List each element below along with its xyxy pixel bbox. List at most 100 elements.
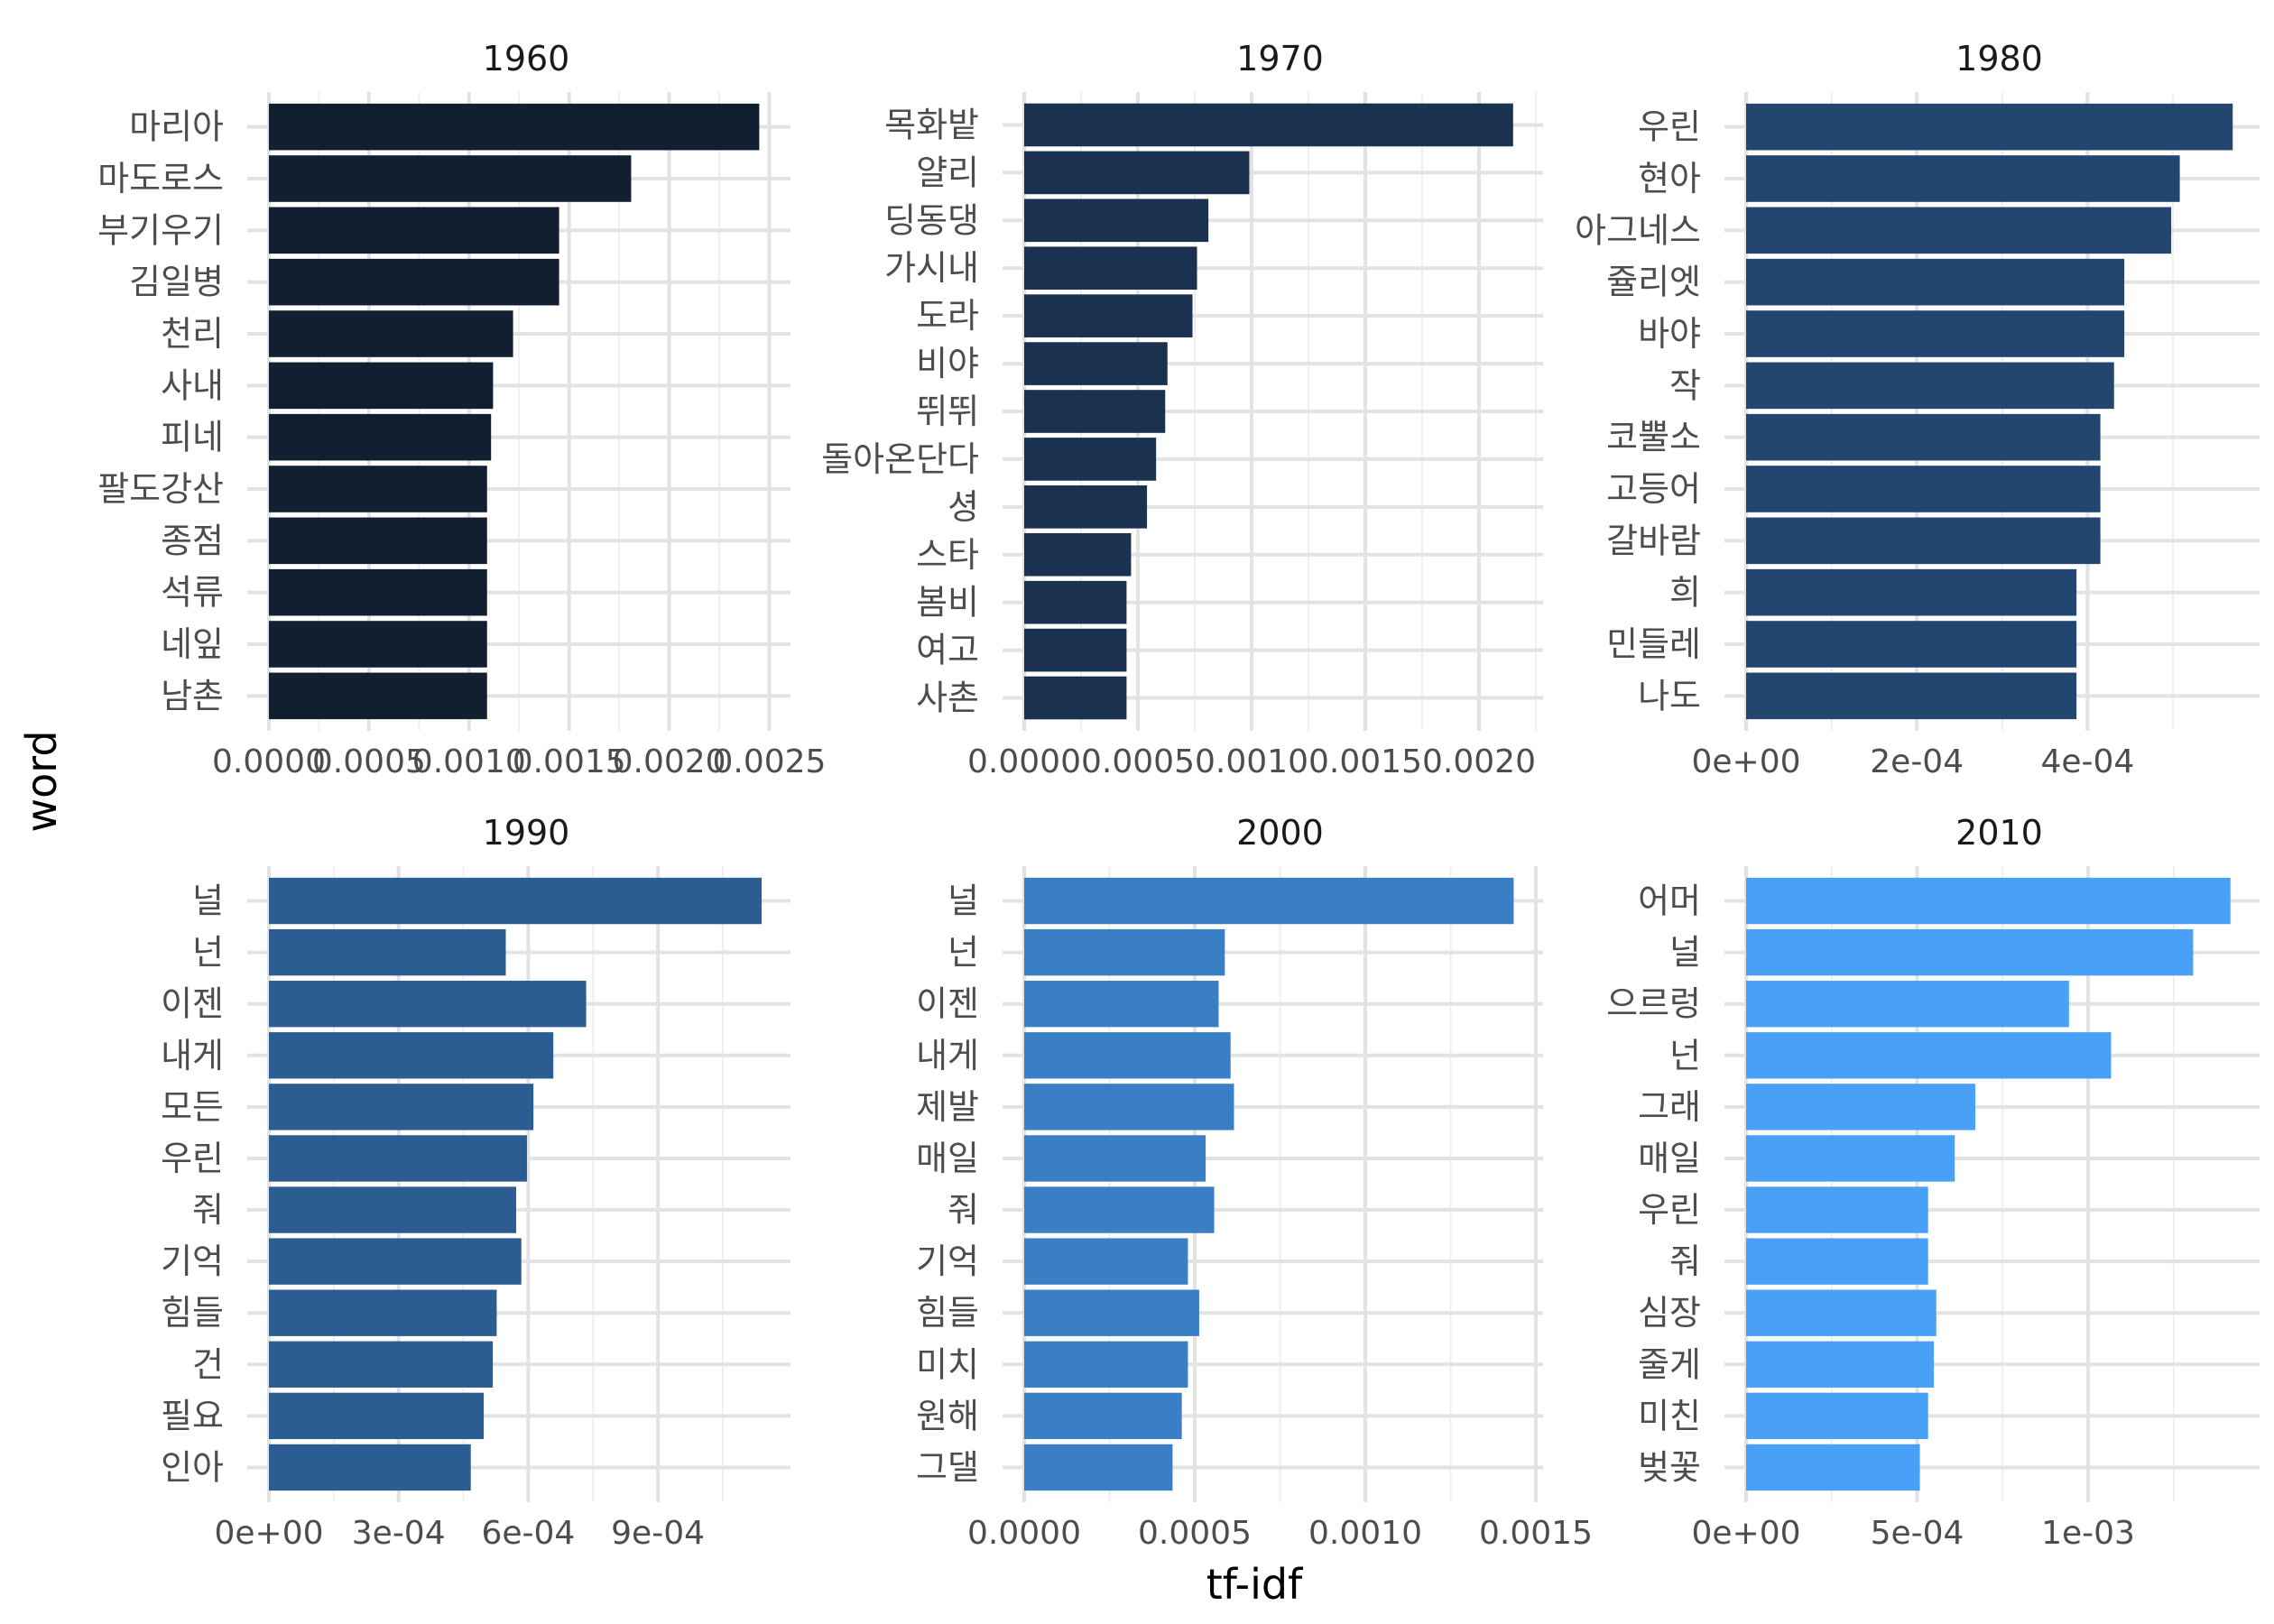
x-tick-label: 0.0015: [1308, 743, 1422, 780]
y-tick-label: 사내: [161, 365, 224, 405]
bar-얄리: [1024, 151, 1250, 195]
y-tick-label: 이젠: [161, 984, 224, 1024]
y-tick-label: 희: [1669, 573, 1701, 613]
y-tick-label: 줄게: [1638, 1344, 1701, 1384]
y-tick-label: 매일: [916, 1139, 979, 1178]
facet-strip-title: 1980: [1955, 39, 2043, 78]
bar-민들레: [1746, 621, 2077, 668]
x-tick-label: 3e-04: [352, 1515, 446, 1552]
facet-strip-title: 1970: [1236, 39, 1324, 78]
bar-매일: [1024, 1135, 1206, 1182]
bar-나도: [1746, 672, 2077, 720]
bar-딩동댕: [1024, 198, 1209, 243]
y-tick-label: 내게: [916, 1036, 979, 1075]
bar-가시내: [1024, 246, 1197, 291]
bar-아그네스: [1746, 207, 2172, 254]
y-tick-label: 김일병: [129, 263, 224, 302]
bar-미친: [1746, 1392, 1928, 1440]
y-tick-label: 기억: [916, 1241, 979, 1281]
y-tick-label: 줘: [948, 1190, 979, 1230]
bar-건: [269, 1341, 494, 1388]
y-tick-label: 매일: [1638, 1139, 1701, 1178]
bar-벚꽃: [1746, 1444, 1920, 1491]
y-tick-label: 여고: [916, 631, 979, 670]
facet-strip-title: 1960: [483, 39, 570, 78]
facet-panel-1960: 마리아마도로스부기우기김일병천리사내피네팔도강산종점석류네잎남촌0.00000.…: [97, 39, 826, 780]
bar-고등어: [1746, 466, 2101, 512]
x-tick-label: 5e-04: [1871, 1515, 1964, 1552]
bar-팔도강산: [269, 466, 487, 512]
bar-봄비: [1024, 580, 1127, 624]
y-tick-label: 내게: [161, 1036, 224, 1075]
bar-우린: [1746, 1186, 1928, 1233]
y-tick-label: 목화밭: [884, 105, 979, 144]
y-axis-title: word: [17, 730, 66, 832]
x-tick-label: 0.0010: [1195, 743, 1308, 780]
bar-원해: [1024, 1392, 1182, 1440]
x-tick-label: 0.0005: [1081, 743, 1195, 780]
y-tick-label: 넌: [192, 933, 224, 973]
bar-돌아온단다: [1024, 438, 1157, 481]
y-tick-label: 네잎: [161, 624, 224, 664]
y-tick-label: 마도로스: [97, 159, 224, 198]
x-tick-label: 0e+00: [214, 1515, 323, 1552]
y-tick-label: 비야: [916, 344, 979, 383]
y-tick-label: 도라: [916, 296, 979, 336]
x-tick-label: 0e+00: [1691, 1515, 1800, 1552]
y-tick-label: 원해: [916, 1396, 979, 1435]
y-tick-label: 종점: [161, 521, 224, 560]
y-tick-label: 천리: [161, 314, 224, 354]
bar-줘: [1024, 1186, 1215, 1233]
bar-줄게: [1746, 1341, 1935, 1388]
x-tick-label: 0.0010: [412, 743, 526, 780]
y-tick-label: 아그네스: [1575, 210, 1701, 250]
y-tick-label: 석류: [161, 573, 224, 613]
y-tick-label: 가시내: [884, 248, 979, 288]
bar-비야: [1024, 342, 1168, 385]
bar-사내: [269, 362, 494, 410]
bar-힘들: [1024, 1289, 1199, 1336]
y-tick-label: 힘들: [161, 1293, 224, 1333]
bar-그래: [1746, 1084, 1975, 1130]
x-axis-title: tf-idf: [1206, 1560, 1304, 1609]
bar-미치: [1024, 1341, 1188, 1388]
bar-쥴리엣: [1746, 258, 2125, 306]
y-tick-label: 모든: [161, 1087, 224, 1127]
x-tick-label: 1e-03: [2041, 1515, 2135, 1552]
y-tick-label: 인아: [161, 1447, 224, 1487]
bar-마리아: [269, 103, 760, 151]
bar-희: [1746, 568, 2077, 616]
bar-부기우기: [269, 207, 559, 254]
y-tick-label: 갈바람: [1606, 521, 1701, 560]
y-tick-label: 마리아: [129, 107, 224, 147]
y-tick-label: 힘들: [916, 1293, 979, 1333]
y-tick-label: 널: [948, 881, 979, 921]
y-tick-label: 심장: [1638, 1293, 1701, 1333]
bar-네잎: [269, 621, 487, 668]
bar-스타: [1024, 532, 1132, 577]
x-tick-label: 0.0000: [967, 743, 1081, 780]
y-tick-label: 딩동댕: [884, 200, 979, 240]
y-tick-label: 으르렁: [1606, 984, 1701, 1024]
y-tick-label: 사촌: [916, 678, 979, 718]
bar-줘: [1746, 1238, 1928, 1285]
y-tick-label: 필요: [161, 1396, 224, 1435]
facet-strip-title: 1990: [483, 813, 570, 853]
bar-뛰뛰: [1024, 390, 1166, 433]
bar-김일병: [269, 258, 559, 306]
x-tick-label: 0e+00: [1691, 743, 1800, 780]
y-tick-label: 그래: [1638, 1087, 1701, 1127]
bar-제발: [1024, 1084, 1234, 1130]
x-tick-label: 0.0005: [312, 743, 426, 780]
bar-우린: [269, 1135, 527, 1182]
bar-남촌: [269, 672, 487, 720]
bar-현아: [1746, 155, 2180, 202]
bar-코뿔소: [1746, 413, 2101, 461]
y-tick-label: 부기우기: [97, 210, 224, 250]
bar-널: [1024, 877, 1514, 925]
y-tick-label: 우린: [1638, 1190, 1701, 1230]
